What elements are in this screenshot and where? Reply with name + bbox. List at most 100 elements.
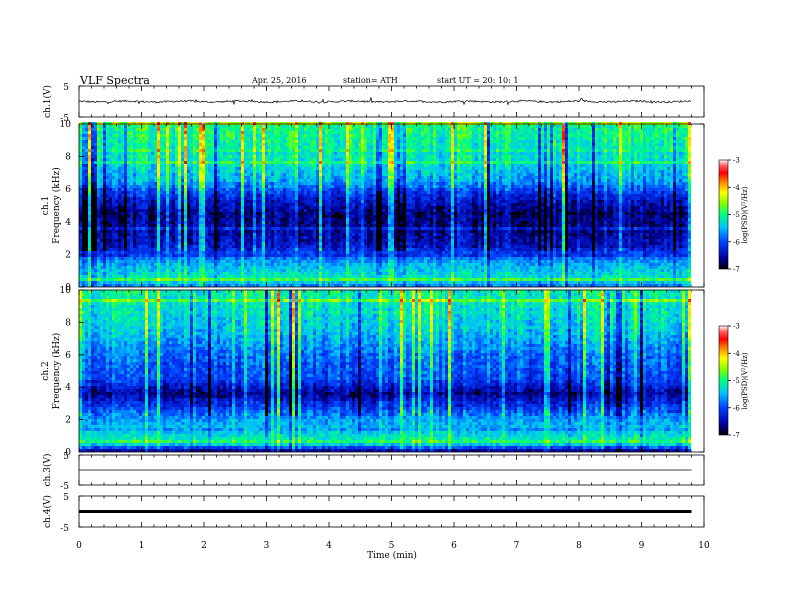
spectrogram-cell: [136, 266, 139, 269]
spectrogram-cell: [121, 221, 124, 224]
spectrogram-cell: [115, 167, 118, 170]
spectrogram-cell: [109, 170, 112, 173]
spectrogram-cell: [103, 161, 106, 164]
spectrogram-cell: [109, 128, 112, 131]
spectrogram-cell: [103, 203, 106, 206]
spectrogram-cell: [148, 176, 151, 179]
spectrogram-cell: [157, 239, 160, 242]
spectrogram-cell: [115, 158, 118, 161]
spectrogram-cell: [142, 269, 145, 272]
spectrogram-cell: [136, 284, 139, 287]
spectrogram-cell: [103, 224, 106, 227]
spectrogram-cell: [148, 275, 151, 278]
spectrogram-cell: [112, 122, 115, 125]
spectrogram-cell: [115, 170, 118, 173]
spectrogram-cell: [124, 161, 127, 164]
spectrogram-cell: [97, 218, 100, 221]
spectrogram-cell: [130, 275, 133, 278]
spectrogram-cell: [145, 284, 148, 287]
spectrogram-cell: [124, 191, 127, 194]
spectrogram-cell: [157, 155, 160, 158]
spectrogram-cell: [103, 125, 106, 128]
spectrogram-cell: [115, 278, 118, 281]
spectrogram-cell: [106, 152, 109, 155]
spectrogram-cell: [103, 176, 106, 179]
spectrogram-cell: [148, 167, 151, 170]
spectrogram-cell: [148, 197, 151, 200]
spectrogram-cell: [106, 200, 109, 203]
spectrogram-cell: [145, 218, 148, 221]
spectrogram-cell: [139, 155, 142, 158]
spectrogram-cell: [100, 149, 103, 152]
spectrogram-cell: [160, 122, 163, 125]
spectrogram-cell: [145, 122, 148, 125]
spectrogram-cell: [79, 245, 82, 248]
spectrogram-cell: [103, 242, 106, 245]
spectrogram-cell: [82, 158, 85, 161]
spectrogram-cell: [127, 227, 130, 230]
spectrogram-cell: [163, 212, 166, 215]
spectrogram-cell: [118, 257, 121, 260]
spectrogram-cell: [121, 137, 124, 140]
spectrogram-cell: [118, 161, 121, 164]
spectrogram-cell: [124, 131, 127, 134]
spectrogram-cell: [157, 257, 160, 260]
spectrogram-cell: [142, 161, 145, 164]
spectrogram-cell: [157, 281, 160, 284]
spectrogram-cell: [88, 251, 91, 254]
spectrogram-cell: [106, 242, 109, 245]
spectrogram-cell: [100, 173, 103, 176]
spectrogram-cell: [127, 200, 130, 203]
panel-ch1: 5-5ch.1(V): [42, 83, 704, 124]
spectrogram-cell: [133, 155, 136, 158]
spectrogram-cell: [127, 251, 130, 254]
spectrogram-cell: [94, 197, 97, 200]
spectrogram-cell: [109, 275, 112, 278]
spectrogram-cell: [82, 185, 85, 188]
spectrogram-cell: [109, 281, 112, 284]
spectrogram-cell: [124, 281, 127, 284]
spectrogram-cell: [148, 233, 151, 236]
spectrogram-cell: [115, 209, 118, 212]
spectrogram-cell: [94, 263, 97, 266]
spectrogram-cell: [160, 206, 163, 209]
spectrogram-cell: [154, 266, 157, 269]
spectrogram-cell: [118, 182, 121, 185]
spectrogram-cell: [115, 182, 118, 185]
spectrogram-cell: [103, 131, 106, 134]
spectrogram-cell: [154, 185, 157, 188]
spectrogram-cell: [88, 269, 91, 272]
spectrogram-cell: [94, 155, 97, 158]
spectrogram-cell: [130, 170, 133, 173]
spectrogram-cell: [133, 230, 136, 233]
spectrogram-cell: [97, 251, 100, 254]
spectrogram-cell: [154, 164, 157, 167]
spectrogram-cell: [163, 185, 166, 188]
spectrogram-cell: [142, 278, 145, 281]
spectrogram-cell: [88, 188, 91, 191]
spectrogram-cell: [127, 203, 130, 206]
spectrogram-cell: [145, 176, 148, 179]
spectrogram-cell: [133, 251, 136, 254]
spectrogram-cell: [91, 137, 94, 140]
spectrogram-cell: [145, 224, 148, 227]
spectrogram-cell: [103, 212, 106, 215]
spectrogram-cell: [142, 191, 145, 194]
spectrogram-cell: [103, 230, 106, 233]
spectrogram-cell: [94, 206, 97, 209]
spectrogram-cell: [130, 221, 133, 224]
spectrogram-cell: [106, 137, 109, 140]
spectrogram-cell: [100, 224, 103, 227]
spectrogram-cell: [97, 254, 100, 257]
spectrogram-cell: [157, 173, 160, 176]
spectrogram-cell: [127, 245, 130, 248]
spectrogram-cell: [151, 173, 154, 176]
spectrogram-cell: [100, 257, 103, 260]
spectrogram-cell: [97, 158, 100, 161]
spectrogram-cell: [106, 164, 109, 167]
spectrogram-cell: [118, 146, 121, 149]
spectrogram-cell: [109, 269, 112, 272]
spectrogram-cell: [148, 209, 151, 212]
spectrogram-cell: [100, 278, 103, 281]
spectrogram-cell: [151, 191, 154, 194]
